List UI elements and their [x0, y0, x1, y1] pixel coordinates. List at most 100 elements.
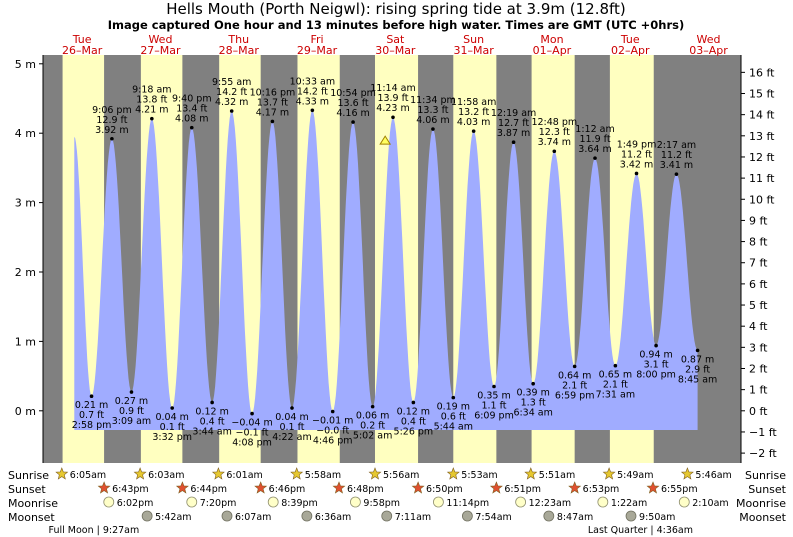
- moonset-time-5: 8:47am: [557, 512, 593, 523]
- moonset-icon-4: [461, 510, 473, 522]
- axis-lines: [42, 55, 742, 463]
- high-point-10: [511, 140, 516, 145]
- low-label-11-0: 0.39 m: [516, 388, 549, 399]
- sunrise-time-7: 5:49am: [617, 470, 653, 481]
- high-label-4-1: 13.7 ft: [257, 97, 288, 108]
- sunrise-icon-2: [211, 467, 225, 480]
- sunset-icon-1: [175, 481, 189, 494]
- day-name-0: Tue: [72, 33, 92, 46]
- low-label-7-2: 5:02 am: [353, 431, 392, 442]
- low-label-1-1: 0.9 ft: [119, 406, 144, 417]
- high-label-3-1: 14.2 ft: [216, 87, 247, 98]
- high-point-8: [431, 127, 435, 131]
- high-label-13-1: 11.2 ft: [621, 149, 652, 160]
- right-tick-label-4: 2 ft: [749, 362, 768, 375]
- low-label-15-1: 2.9 ft: [685, 364, 710, 375]
- high-point-11: [552, 149, 557, 154]
- low-label-8-2: 5:26 pm: [394, 426, 434, 437]
- moonrise-label-right: Moonrise: [736, 497, 786, 510]
- low-label-2-0: 0.04 m: [155, 412, 188, 423]
- high-label-8-1: 13.3 ft: [417, 105, 448, 116]
- left-tick-label-3: 3 m: [15, 197, 36, 210]
- sunrise-icon-3: [290, 467, 304, 480]
- high-label-14-0: 2:17 am: [657, 140, 696, 151]
- low-label-3-2: 3:44 am: [192, 426, 231, 437]
- low-label-14-1: 3.1 ft: [644, 360, 669, 371]
- sunrise-time-6: 5:51am: [539, 470, 575, 481]
- moonrise-icon-6: [597, 496, 609, 508]
- day-name-5: Sun: [463, 33, 484, 46]
- low-label-8-1: 0.4 ft: [401, 416, 426, 427]
- left-axis: 0 m 1 m 2 m 3 m 4 m 5 m: [15, 58, 43, 418]
- low-point-9: [451, 395, 456, 400]
- low-point-6: [330, 409, 335, 414]
- low-label-1-2: 3:09 am: [112, 416, 151, 427]
- high-label-10-0: 12:19 am: [491, 108, 536, 119]
- high-label-6-0: 10:54 pm: [330, 88, 376, 99]
- sunset-icon-3: [332, 481, 346, 494]
- low-label-11-2: 6:34 am: [513, 408, 552, 419]
- right-axis: −2 ft −1 ft 0 ft 1 ft 2 ft 3 ft 4 ft 5 ft 6 ft 7 …: [741, 66, 777, 460]
- high-label-9-1: 13.2 ft: [458, 107, 489, 118]
- low-label-7-1: 0.2 ft: [360, 421, 385, 432]
- low-label-5-0: 0.04 m: [275, 412, 308, 423]
- sunset-label-left: Sunset: [8, 483, 46, 496]
- sunset-time-5: 6:51pm: [504, 484, 541, 495]
- day-date-5: 31–Mar: [454, 44, 495, 57]
- low-label-13-2: 7:31 am: [596, 390, 635, 401]
- high-label-7-0: 11:14 am: [370, 83, 415, 94]
- day-date-6: 01–Apr: [533, 44, 572, 57]
- right-tick-label-6: 4 ft: [749, 320, 768, 333]
- sunset-icon-5: [489, 481, 503, 494]
- low-point-11: [531, 381, 535, 386]
- low-point-12: [572, 364, 577, 369]
- high-label-12-0: 1:12 am: [575, 124, 614, 135]
- moonrise-time-1: 7:20pm: [200, 498, 237, 509]
- low-point-4: [250, 411, 254, 416]
- day-date-0: 26–Mar: [62, 44, 103, 57]
- sunset-time-3: 6:48pm: [347, 484, 384, 495]
- low-label-2-2: 3:32 pm: [152, 432, 192, 443]
- left-tick-label-0: 0 m: [15, 405, 36, 418]
- moonset-icon-5: [543, 510, 555, 522]
- high-label-11-0: 12:48 pm: [531, 117, 577, 128]
- current-level-marker: [379, 135, 392, 145]
- day-date-8: 03–Apr: [689, 44, 728, 57]
- low-point-8: [411, 400, 416, 405]
- high-label-1-1: 13.8 ft: [136, 95, 167, 106]
- sunrise-icon-6: [524, 467, 538, 480]
- moonrise-time-2: 8:39pm: [281, 498, 318, 509]
- moonrise-icon-2: [267, 496, 279, 508]
- low-label-9-1: 0.6 ft: [441, 412, 466, 423]
- high-point-14: [674, 172, 679, 176]
- moon-phase-1: Last Quarter | 4:36am: [588, 525, 693, 536]
- right-tick-label-14: 12 ft: [749, 151, 775, 164]
- high-point-7: [391, 115, 395, 120]
- high-point-5: [310, 108, 315, 113]
- low-point-3: [210, 400, 214, 405]
- right-tick-label-15: 13 ft: [749, 130, 775, 143]
- sunrise-icon-7: [602, 467, 616, 480]
- sunset-icon-2: [254, 481, 268, 494]
- high-point-12: [593, 156, 597, 160]
- low-label-2-1: 0.1 ft: [160, 422, 185, 433]
- high-label-2-1: 13.4 ft: [176, 104, 207, 115]
- low-label-4-2: 4:08 pm: [232, 438, 272, 449]
- right-tick-label-12: 10 ft: [749, 193, 775, 206]
- moonset-time-2: 6:36am: [315, 512, 351, 523]
- sunset-time-6: 6:53pm: [583, 484, 620, 495]
- low-label-15-2: 8:45 am: [678, 374, 717, 385]
- right-tick-label-13: 11 ft: [749, 172, 775, 185]
- low-label-4-1: −0.1 ft: [236, 428, 269, 439]
- low-label-14-0: 0.94 m: [639, 350, 672, 361]
- right-tick-label-7: 5 ft: [749, 299, 768, 312]
- low-label-11-1: 1.3 ft: [521, 398, 546, 409]
- low-label-9-2: 5:44 am: [434, 422, 473, 433]
- high-label-6-2: 4.16 m: [336, 108, 369, 119]
- high-label-9-0: 11:58 am: [451, 97, 496, 108]
- sunset-icon-6: [568, 481, 582, 494]
- low-point-5: [290, 406, 294, 410]
- high-label-13-0: 1:49 pm: [617, 139, 657, 150]
